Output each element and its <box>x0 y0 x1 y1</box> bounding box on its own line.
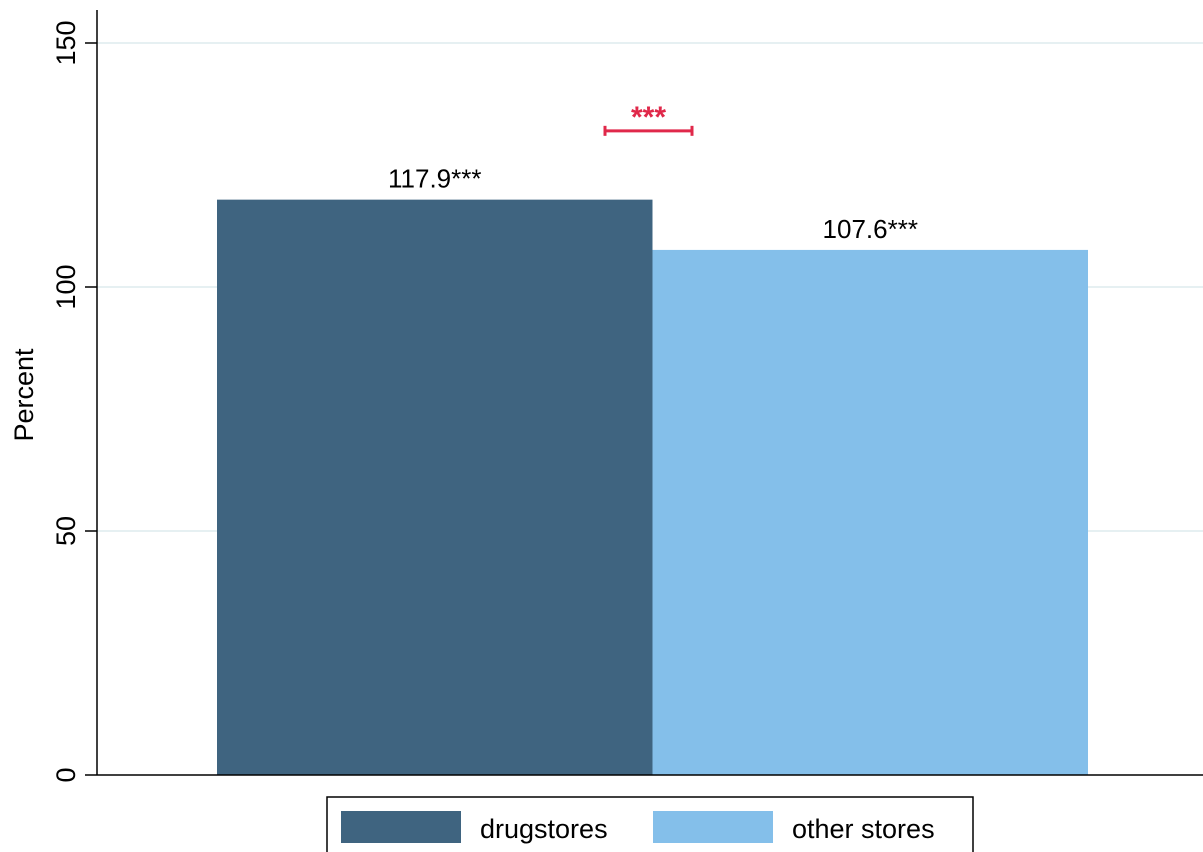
y-tick-label: 150 <box>51 20 81 65</box>
legend-swatch <box>653 811 773 843</box>
legend-label: drugstores <box>480 814 608 844</box>
data-label: 107.6*** <box>823 214 918 244</box>
significance-label: *** <box>631 101 666 134</box>
axes: 0 50 100 150 <box>51 10 1203 783</box>
y-tick-label: 0 <box>51 767 81 782</box>
y-tick-label: 50 <box>51 516 81 546</box>
data-label: 117.9*** <box>388 164 482 194</box>
bars <box>217 199 1088 776</box>
bar <box>652 249 1088 776</box>
legend: drugstores other stores <box>326 796 974 852</box>
bar <box>217 199 653 775</box>
significance-bracket: *** <box>603 101 694 136</box>
legend-swatch <box>341 811 461 843</box>
y-tick-label: 100 <box>51 264 81 309</box>
data-labels: 117.9*** 107.6*** <box>388 164 918 244</box>
y-axis-label: Percent <box>9 348 39 442</box>
legend-label: other stores <box>792 814 935 844</box>
